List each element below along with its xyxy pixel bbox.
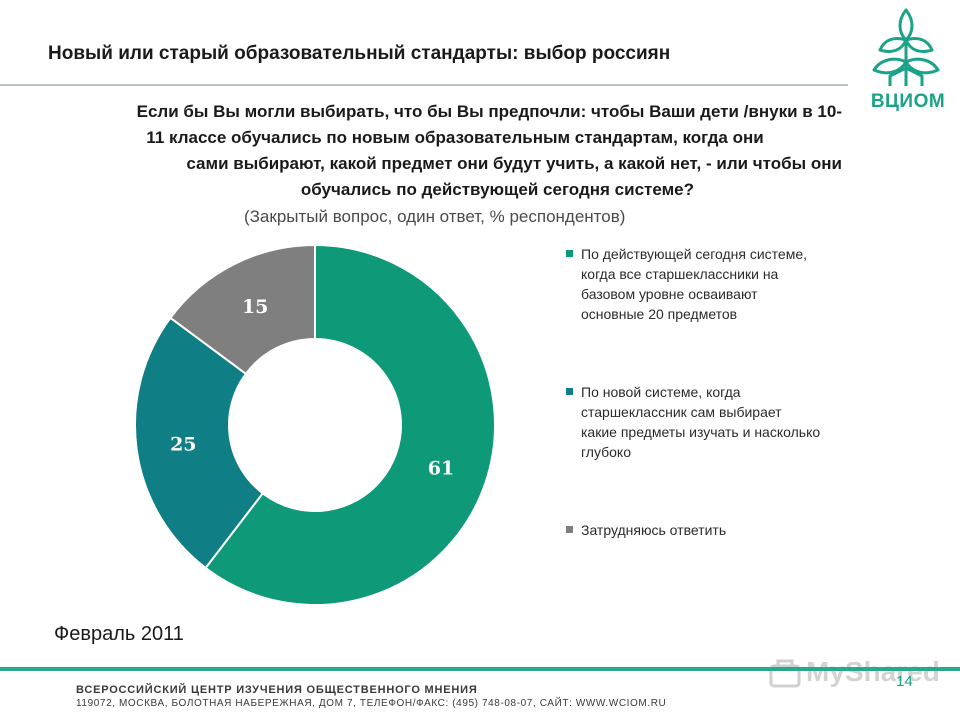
legend-label: Затрудняюсь ответить <box>581 522 727 538</box>
page-number: 14 <box>896 673 913 690</box>
watermark-text: MyShared <box>806 656 940 687</box>
footer-org-name: ВСЕРОССИЙСКИЙ ЦЕНТР ИЗУЧЕНИЯ ОБЩЕСТВЕННО… <box>76 684 478 696</box>
footer-contacts: 119072, МОСКВА, БОЛОТНАЯ НАБЕРЕЖНАЯ, ДОМ… <box>76 698 667 709</box>
donut-data-label-2: 25 <box>170 434 196 456</box>
question-line: Если бы Вы могли выбирать, что бы Вы пре… <box>136 102 842 121</box>
question-line: обучались по действующей сегодня системе… <box>300 180 694 199</box>
legend-marker-icon <box>566 388 573 395</box>
donut-chart: 61 25 15 <box>134 243 496 606</box>
donut-slice-2 <box>134 316 265 570</box>
legend-item-2: По новой системе, когда старшеклассник с… <box>566 382 821 462</box>
footer-divider <box>0 667 960 671</box>
survey-question: Если бы Вы могли выбирать, что бы Вы пре… <box>60 99 850 203</box>
legend-label: По действующей сегодня системе, когда вс… <box>581 246 808 322</box>
donut-data-label-3: 15 <box>242 296 268 318</box>
question-line: 11 классе обучались по новым образовател… <box>146 128 764 147</box>
legend-item-1: По действующей сегодня системе, когда вс… <box>566 244 821 324</box>
header-divider <box>0 84 848 86</box>
donut-slice-3 <box>168 243 316 376</box>
legend-item-3: Затрудняюсь ответить <box>566 520 821 540</box>
logo-text: ВЦИОМ <box>870 91 946 112</box>
watermark: MyShared <box>766 656 940 688</box>
wciom-logo-icon <box>872 8 940 86</box>
donut-slice-1 <box>204 243 496 606</box>
legend-marker-icon <box>566 250 573 257</box>
chart-subtitle: (Закрытый вопрос, один ответ, % респонде… <box>244 207 626 226</box>
donut-data-label-1: 61 <box>428 458 454 480</box>
legend-marker-icon <box>566 526 573 533</box>
question-line: сами выбирают, какой предмет они будут у… <box>186 154 842 173</box>
page-title: Новый или старый образовательный стандар… <box>48 43 671 64</box>
survey-date: Февраль 2011 <box>54 623 184 645</box>
legend-label: По новой системе, когда старшеклассник с… <box>581 384 821 460</box>
